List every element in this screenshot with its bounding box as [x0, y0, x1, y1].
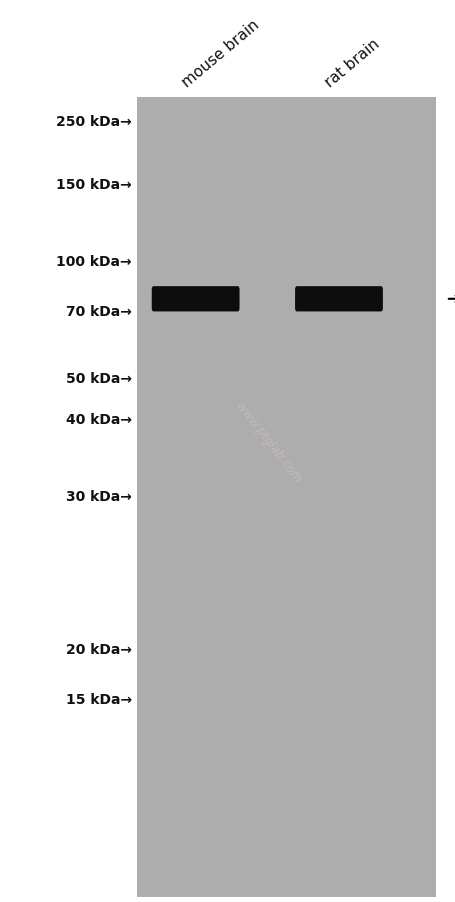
Text: 30 kDa→: 30 kDa→ [66, 489, 132, 503]
Text: rat brain: rat brain [323, 36, 383, 90]
Text: 70 kDa→: 70 kDa→ [66, 304, 132, 318]
FancyBboxPatch shape [152, 287, 239, 312]
Text: 150 kDa→: 150 kDa→ [56, 178, 132, 192]
Text: 250 kDa→: 250 kDa→ [56, 115, 132, 129]
Text: 20 kDa→: 20 kDa→ [66, 642, 132, 657]
Text: 15 kDa→: 15 kDa→ [66, 692, 132, 706]
Text: 50 kDa→: 50 kDa→ [66, 372, 132, 386]
Text: mouse brain: mouse brain [179, 17, 262, 90]
Text: www.ptglab.com: www.ptglab.com [233, 400, 304, 484]
FancyBboxPatch shape [136, 97, 436, 897]
Text: 100 kDa→: 100 kDa→ [56, 254, 132, 269]
Text: 40 kDa→: 40 kDa→ [66, 412, 132, 427]
FancyBboxPatch shape [295, 287, 383, 312]
